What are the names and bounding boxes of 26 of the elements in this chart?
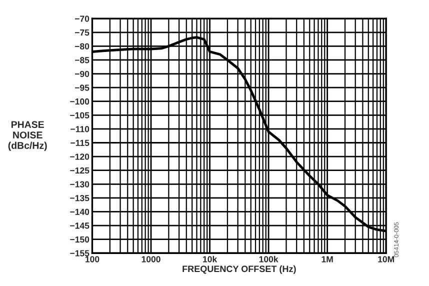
x-tick-label: 1M — [322, 256, 333, 262]
y-tick-label: −80 — [74, 43, 90, 50]
y-tick-label: −125 — [70, 167, 90, 174]
y-tick-label: −110 — [70, 126, 90, 132]
x-tick-label: 100 — [85, 256, 100, 262]
y-tick-label: −115 — [70, 140, 90, 146]
x-axis-title: FREQUENCY OFFSET (Hz) — [182, 265, 296, 274]
y-tick-label: −75 — [74, 30, 90, 36]
x-tick-label: 10M — [378, 256, 394, 262]
y-tick-label: −140 — [70, 208, 90, 215]
x-tick-label: 100k — [259, 256, 278, 262]
y-tick-label: −100 — [70, 98, 90, 105]
y-tick-label: −130 — [70, 181, 90, 188]
y-tick-label: −70 — [74, 16, 90, 22]
y-tick-label: −155 — [70, 250, 90, 256]
x-tick-label: 10k — [203, 256, 218, 262]
y-axis-title: PHASE NOISE (dBc/Hz) — [8, 121, 47, 151]
y-tick-label: −150 — [70, 236, 90, 243]
x-tick-label: 1000 — [142, 256, 160, 262]
y-tick-label: −90 — [74, 70, 90, 78]
y-tick-label: −105 — [70, 112, 90, 118]
y-tick-label: −85 — [74, 57, 90, 64]
y-tick-label: −95 — [74, 84, 90, 91]
y-tick-label: −120 — [70, 154, 90, 160]
y-tick-label: −145 — [70, 222, 90, 229]
y-tick-label: −135 — [70, 194, 90, 202]
